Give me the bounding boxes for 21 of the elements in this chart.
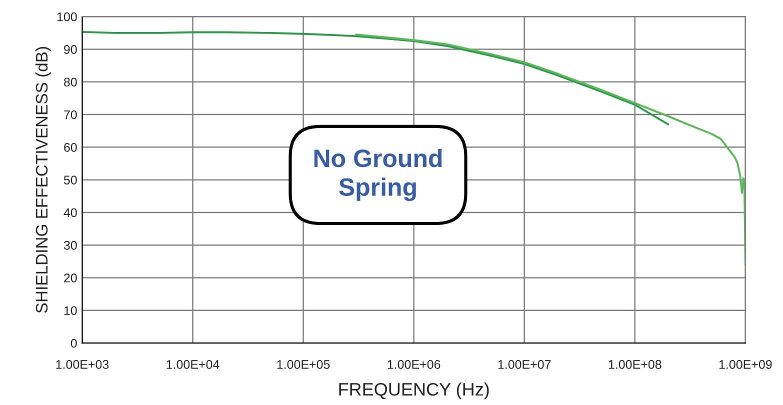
y-tick-label: 30 <box>64 240 77 250</box>
x-axis-title: FREQUENCY (Hz) <box>339 382 489 400</box>
y-tick-label: 40 <box>64 208 77 218</box>
annotation: No Ground Spring <box>314 148 442 201</box>
x-tick-label: 1.00E+03 <box>56 360 109 369</box>
y-tick-label: 50 <box>64 176 77 184</box>
x-tick-label: 1.00E+04 <box>166 360 220 369</box>
y-tick-label: 80 <box>64 78 77 87</box>
x-tick-label: 1.00E+06 <box>388 360 440 369</box>
y-axis-title: SHIELDING EFFECTIVENESS (dB) <box>35 47 51 313</box>
y-tick-label: 100 <box>57 12 77 22</box>
x-tick-label: 1.00E+07 <box>498 360 551 369</box>
y-tick-label: 20 <box>64 274 77 282</box>
y-tick-label: 90 <box>64 45 77 54</box>
y-tick-label: 0 <box>70 338 77 348</box>
x-tick-label: 1.00E+09 <box>719 360 772 369</box>
y-tick-label: 70 <box>64 110 77 120</box>
y-tick-label: 10 <box>64 306 77 316</box>
x-tick-label: 1.00E+05 <box>277 360 330 369</box>
x-tick-label: 1.00E+08 <box>608 360 662 369</box>
y-tick-label: 60 <box>64 142 77 152</box>
